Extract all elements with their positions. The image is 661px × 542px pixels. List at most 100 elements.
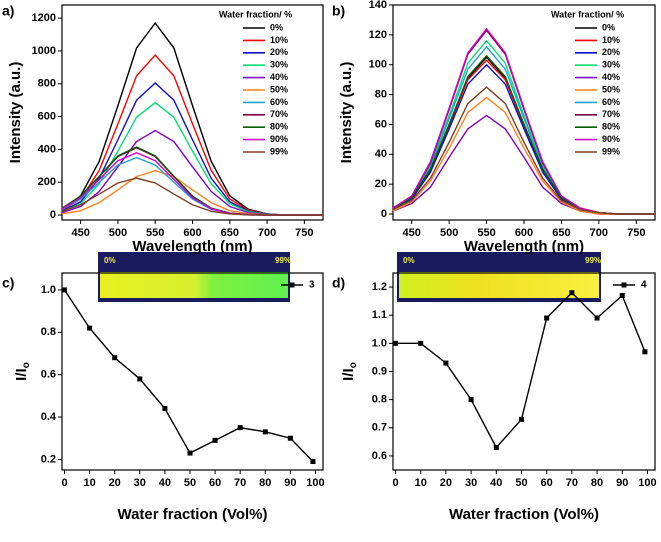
panel-label: b) (332, 3, 345, 19)
x-tick-label: 20 (109, 477, 121, 489)
data-point (393, 340, 399, 346)
panel-label: c) (2, 275, 14, 291)
y-tick-label: 20 (375, 178, 387, 190)
data-point (187, 450, 193, 456)
x-tick-label: 40 (490, 477, 502, 489)
legend-label: 20% (270, 47, 288, 57)
legend-label: 30% (270, 60, 288, 70)
y-tick-label: 0 (50, 209, 56, 221)
legend-label: 60% (270, 97, 288, 107)
x-tick-label: 90 (616, 477, 628, 489)
legend-label: 50% (270, 84, 288, 94)
y-tick-label: 60 (375, 118, 387, 130)
x-tick-label: 450 (71, 227, 89, 239)
series-line (395, 291, 646, 449)
y-axis-label: Intensity (a.u.) (7, 62, 24, 164)
y-tick-label: 0.8 (372, 394, 387, 406)
inset-photo (98, 252, 601, 302)
panel-label: a) (2, 3, 14, 19)
inset-label: 0% (104, 256, 116, 265)
x-tick-label: 90 (284, 477, 296, 489)
x-axis-label: Water fraction (Vol%) (117, 506, 267, 523)
x-tick-label: 30 (134, 477, 146, 489)
inset-vials (399, 272, 599, 298)
data-point (162, 406, 168, 412)
x-tick-label: 450 (403, 227, 421, 239)
series-line (63, 289, 314, 463)
y-tick-label: 1200 (32, 12, 56, 24)
y-tick-label: 0.2 (41, 453, 56, 465)
x-tick-label: 80 (591, 477, 603, 489)
x-tick-label: 650 (221, 227, 239, 239)
data-point (619, 293, 625, 299)
y-tick-label: 200 (38, 176, 56, 188)
legend-label: 99% (602, 146, 620, 156)
series-line (61, 151, 323, 216)
legend-label: 50% (602, 84, 620, 94)
x-tick-label: 60 (209, 477, 221, 489)
legend-label: 10% (270, 35, 288, 45)
y-tick-label: 1.1 (372, 309, 387, 321)
legend-label: 10% (602, 35, 620, 45)
legend-label: 40% (602, 72, 620, 82)
legend-label: 40% (270, 72, 288, 82)
y-axis-label: I/Io (13, 362, 32, 381)
data-point (62, 287, 68, 293)
legend-label: 70% (602, 109, 620, 119)
y-axis-label-main: I/I (340, 368, 357, 381)
y-tick-label: 0.9 (372, 365, 387, 377)
legend-label: 60% (602, 97, 620, 107)
y-tick-label: 140 (369, 0, 387, 11)
x-tick-label: 0 (392, 477, 398, 489)
x-tick-label: 50 (184, 477, 196, 489)
legend-label: 80% (602, 122, 620, 132)
y-tick-label: 400 (38, 143, 56, 155)
legend-label: 99% (270, 146, 288, 156)
y-tick-label: 0.6 (372, 450, 387, 462)
y-tick-label: 120 (369, 29, 387, 41)
data-point (112, 355, 118, 361)
y-axis-label: Intensity (a.u.) (338, 62, 355, 164)
y-axis-label-main: Intensity (a.u.) (7, 62, 24, 164)
series-line (61, 177, 323, 216)
panel-label: d) (332, 275, 345, 291)
legend-marker (289, 282, 295, 288)
y-tick-label: 0.4 (41, 411, 57, 423)
inset-vials (100, 272, 288, 298)
legend-label: 80% (270, 122, 288, 132)
y-tick-label: 800 (38, 78, 56, 90)
data-point (468, 397, 474, 403)
y-tick-label: 1.0 (41, 284, 56, 296)
data-point (518, 416, 524, 422)
x-tick-label: 600 (515, 227, 533, 239)
y-tick-label: 40 (375, 148, 387, 160)
x-tick-label: 20 (440, 477, 452, 489)
inset-label: 0% (403, 256, 415, 265)
x-tick-label: 60 (541, 477, 553, 489)
x-tick-label: 550 (477, 227, 495, 239)
y-tick-label: 80 (375, 88, 387, 100)
y-axis-label: I/Io (340, 362, 359, 381)
legend-marker (621, 282, 627, 288)
x-tick-label: 70 (234, 477, 246, 489)
y-tick-label: 600 (38, 111, 56, 123)
x-tick-label: 30 (465, 477, 477, 489)
data-point (642, 349, 648, 355)
y-axis-label-subscript: o (348, 362, 359, 368)
series-line (392, 86, 655, 215)
x-tick-label: 500 (440, 227, 458, 239)
x-tick-label: 50 (515, 477, 527, 489)
data-point (137, 376, 143, 382)
x-tick-label: 750 (627, 227, 645, 239)
inset-label: 99% (585, 256, 601, 265)
data-point (569, 290, 575, 296)
plot-frame (61, 272, 324, 471)
x-tick-label: 550 (146, 227, 164, 239)
x-tick-label: 650 (552, 227, 570, 239)
y-tick-label: 1.0 (372, 337, 387, 349)
y-axis-label-subscript: o (21, 362, 32, 368)
data-point (237, 425, 243, 431)
y-axis-label-main: Intensity (a.u.) (338, 62, 355, 164)
legend-label: 0% (602, 22, 615, 32)
x-tick-label: 0 (61, 477, 67, 489)
